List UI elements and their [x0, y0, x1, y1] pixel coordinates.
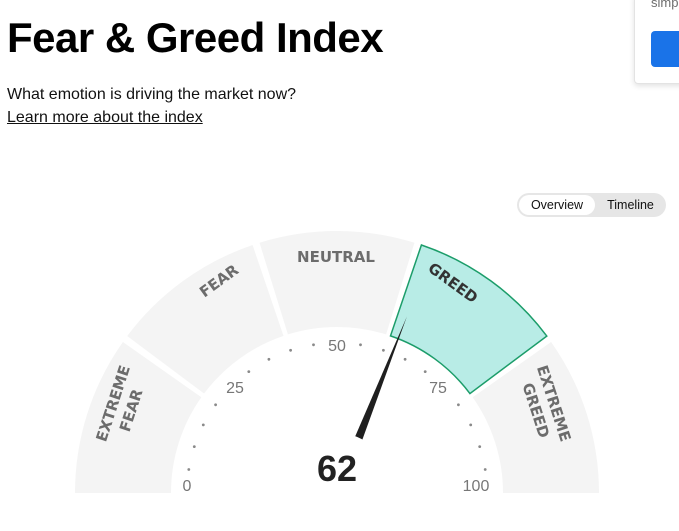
scale-label-100: 100 — [463, 478, 490, 495]
scale-dot — [403, 357, 407, 361]
gauge-scale-dots — [187, 343, 487, 471]
scale-label-50: 50 — [328, 338, 346, 355]
page-subtitle: What emotion is driving the market now? — [7, 86, 297, 103]
scale-dot — [267, 357, 271, 361]
learn-more-link[interactable]: Learn more about the index — [7, 109, 203, 126]
segment-greed — [389, 244, 548, 395]
popup-button[interactable] — [651, 31, 679, 67]
scale-dot — [312, 343, 315, 347]
segment-neutral — [259, 231, 415, 335]
scale-dot — [192, 445, 196, 448]
toggle-overview[interactable]: Overview — [519, 195, 595, 215]
scale-label-25: 25 — [226, 380, 244, 397]
scale-dot — [382, 348, 385, 352]
scale-dot — [214, 403, 218, 407]
gauge-segments — [75, 231, 599, 493]
page-title: Fear & Greed Index — [7, 14, 384, 61]
scale-dot — [469, 423, 473, 427]
segment-label-neutral: NEUTRAL — [297, 248, 375, 266]
scale-dot — [201, 423, 205, 427]
popup-card: simp — [634, 0, 679, 84]
scale-dot — [478, 445, 482, 448]
scale-dot — [423, 370, 427, 373]
scale-dot — [289, 348, 292, 352]
gauge-value-circle — [284, 433, 390, 531]
gauge-value: 62 — [317, 448, 357, 489]
view-toggle: Overview Timeline — [517, 193, 666, 217]
scale-dot — [247, 370, 251, 373]
segment-fear — [127, 244, 284, 394]
scale-label-75: 75 — [429, 380, 447, 397]
scale-dot — [187, 468, 191, 471]
popup-text: simp — [651, 0, 679, 10]
scale-dot — [359, 343, 362, 347]
toggle-timeline[interactable]: Timeline — [607, 198, 654, 212]
scale-dot — [457, 403, 460, 407]
scale-dot — [483, 468, 487, 471]
gauge-needle — [347, 316, 407, 458]
scale-label-0: 0 — [183, 478, 192, 495]
segment-extreme-greed — [472, 341, 599, 493]
segment-extreme-fear — [75, 341, 202, 493]
